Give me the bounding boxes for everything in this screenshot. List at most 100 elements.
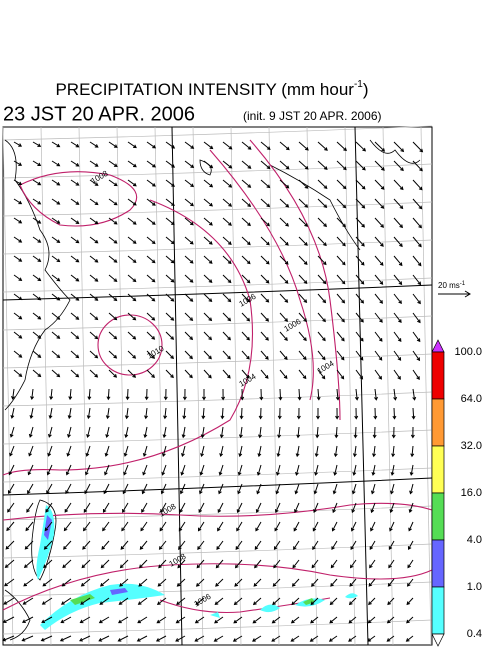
wind-arrow (32, 293, 42, 301)
wind-arrow (165, 255, 175, 264)
wind-arrow (258, 407, 263, 420)
wind-arrow (256, 483, 262, 495)
wind-arrow (279, 198, 290, 208)
wind-arrow (108, 293, 118, 302)
wind-arrow (146, 331, 156, 340)
wind-arrow (195, 597, 205, 606)
wind-arrow (368, 597, 376, 606)
wind-arrow (241, 350, 250, 360)
wind-arrow (349, 559, 357, 569)
wind-arrow (13, 217, 23, 224)
wind-arrow (310, 616, 319, 624)
wind-arrow (298, 141, 309, 151)
wind-arrow (127, 274, 137, 283)
wind-arrow (181, 445, 186, 457)
wind-arrow (184, 312, 194, 321)
colorbar-label: 64.0 (461, 393, 482, 405)
colorbar-triangle (431, 339, 445, 353)
wind-arrow (81, 559, 91, 569)
wind-arrow (374, 179, 385, 190)
wind-arrow (407, 540, 414, 551)
wind-arrow (298, 217, 308, 227)
wind-arrow (355, 236, 365, 247)
wind-arrow (368, 578, 376, 587)
wind-arrow (237, 464, 243, 476)
wind-arrow (51, 331, 61, 339)
wind-arrow (214, 597, 224, 606)
wind-scale-text: 20 ms (438, 281, 460, 290)
wind-arrow (13, 274, 23, 281)
wind-arrow (42, 578, 53, 587)
wind-arrow (13, 179, 23, 185)
wind-arrow (28, 426, 34, 438)
wind-arrow (241, 198, 252, 208)
title: PRECIPITATION INTENSITY (mm hour-1) (55, 79, 368, 100)
wind-arrow (146, 179, 156, 187)
wind-arrow (161, 445, 167, 457)
wind-arrow (51, 369, 61, 378)
wind-arrow (331, 540, 338, 551)
wind-arrow (374, 160, 385, 171)
wind-arrow (260, 293, 270, 303)
wind-arrow (279, 274, 289, 284)
lat-grid (2, 125, 433, 141)
wind-arrow (196, 559, 205, 569)
wind-arrow (222, 331, 231, 341)
wind-arrow (334, 426, 339, 439)
wind-arrow (146, 160, 156, 168)
wind-arrow (13, 293, 23, 301)
wind-arrow (391, 426, 396, 439)
colorbar-segment (431, 351, 445, 400)
wind-arrow (67, 426, 72, 438)
colorbar-segment (431, 539, 445, 588)
wind-arrow (412, 331, 421, 343)
wind-arrow (274, 502, 281, 514)
wind-arrow (222, 236, 232, 245)
wind-arrow (60, 616, 72, 624)
wind-arrow (40, 635, 53, 642)
wind-arrow (165, 369, 174, 379)
wind-arrow (51, 236, 61, 243)
wind-arrow (106, 388, 111, 401)
wind-arrow (222, 198, 233, 207)
wind-arrow (240, 388, 245, 401)
wind-arrow (2, 635, 15, 642)
wind-arrow (312, 540, 319, 551)
wind-arrow (165, 312, 175, 321)
wind-arrow (393, 312, 402, 324)
lat-grid (2, 391, 433, 407)
wind-arrow (28, 445, 34, 457)
wind-arrow (260, 312, 270, 322)
lat-line (2, 284, 433, 301)
wind-arrow (314, 464, 319, 476)
colorbar-label: 100.0 (454, 346, 482, 358)
wind-arrow (105, 426, 110, 439)
wind-arrow (137, 597, 148, 605)
wind-arrow (374, 388, 378, 401)
lon-grid (78, 126, 90, 646)
wind-arrow (60, 597, 72, 605)
wind-arrow (70, 255, 80, 263)
wind-arrow (372, 426, 377, 439)
lon-grid (2, 126, 14, 646)
wind-arrow (260, 350, 269, 360)
wind-arrow (371, 464, 376, 476)
wind-arrow (222, 312, 232, 322)
wind-arrow (373, 407, 378, 420)
wind-arrow (255, 502, 262, 514)
lon-grid (40, 126, 52, 646)
wind-arrow (45, 502, 53, 513)
wind-arrow (330, 559, 338, 569)
wind-arrow (108, 255, 118, 263)
wind-arrow (298, 369, 307, 380)
wind-arrow (317, 274, 327, 285)
wind-arrow (70, 369, 80, 378)
wind-arrow (146, 255, 156, 264)
wind-arrow (177, 559, 186, 569)
wind-arrow (67, 407, 72, 420)
wind-arrow (98, 635, 110, 642)
wind-arrow (32, 198, 42, 205)
wind-arrow (336, 141, 347, 152)
wind-arrow (412, 274, 422, 286)
wind-arrow (127, 331, 137, 340)
